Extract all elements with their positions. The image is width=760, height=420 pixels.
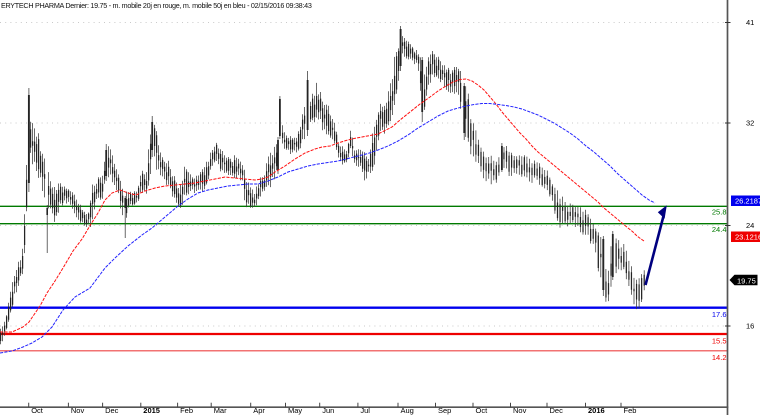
svg-text:14.2: 14.2 xyxy=(712,353,727,362)
svg-text:26.2187: 26.2187 xyxy=(735,197,760,206)
svg-text:15.5: 15.5 xyxy=(712,337,727,346)
svg-text:Jun: Jun xyxy=(322,406,334,415)
svg-text:23.1216: 23.1216 xyxy=(735,233,760,242)
svg-text:2015: 2015 xyxy=(143,406,160,415)
svg-text:Jul: Jul xyxy=(360,406,370,415)
svg-text:2016: 2016 xyxy=(588,406,605,415)
svg-text:32: 32 xyxy=(746,119,754,128)
svg-text:Apr: Apr xyxy=(253,406,265,415)
svg-text:Oct: Oct xyxy=(31,406,44,415)
svg-text:24: 24 xyxy=(746,221,754,230)
svg-text:Mar: Mar xyxy=(214,406,227,415)
svg-text:Oct: Oct xyxy=(476,406,489,415)
svg-text:Aug: Aug xyxy=(401,406,414,415)
svg-text:May: May xyxy=(288,406,302,415)
svg-text:17.6: 17.6 xyxy=(712,310,727,319)
svg-text:Sep: Sep xyxy=(438,406,451,415)
svg-text:25.8: 25.8 xyxy=(712,208,727,217)
svg-text:Dec: Dec xyxy=(550,406,564,415)
svg-text:Nov: Nov xyxy=(71,406,85,415)
svg-text:16: 16 xyxy=(746,322,754,331)
svg-text:41: 41 xyxy=(746,18,754,27)
svg-text:ERYTECH PHARMA Dernier: 19.75: ERYTECH PHARMA Dernier: 19.75 - m. mobil… xyxy=(1,1,312,10)
svg-text:Feb: Feb xyxy=(180,406,193,415)
svg-text:Dec: Dec xyxy=(105,406,119,415)
svg-text:Feb: Feb xyxy=(624,406,637,415)
svg-text:Nov: Nov xyxy=(513,406,527,415)
svg-text:24.4: 24.4 xyxy=(712,225,727,234)
svg-text:19.75: 19.75 xyxy=(737,276,756,285)
